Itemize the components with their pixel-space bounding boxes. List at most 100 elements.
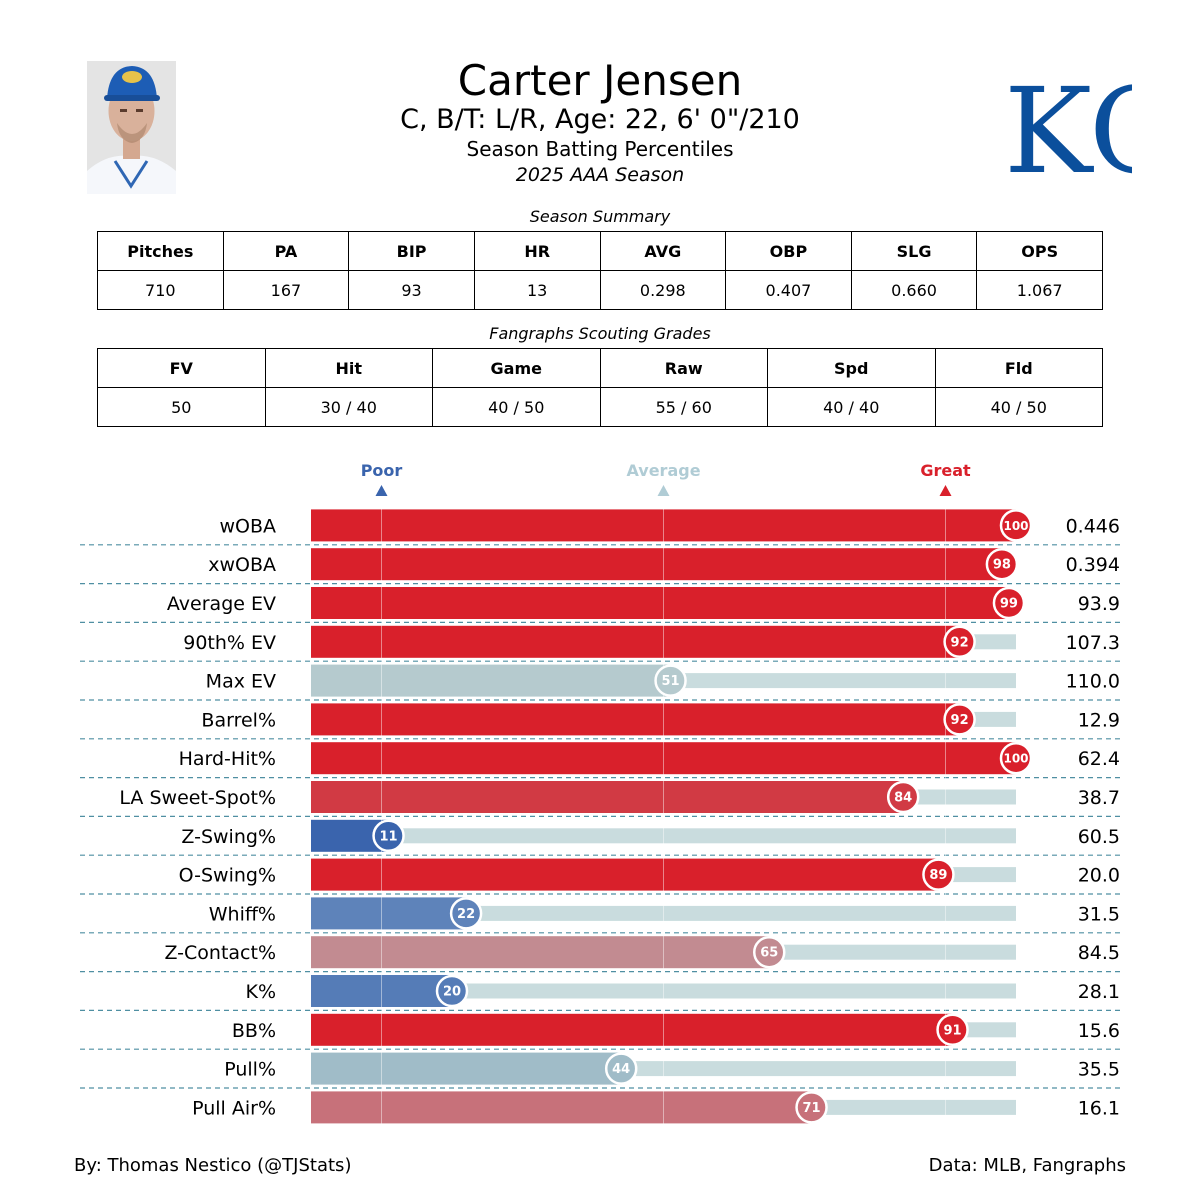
stat-value: 107.3 [1066,632,1120,654]
percentile-label: 84 [894,791,912,806]
grades-value: 40 / 50 [934,387,1103,427]
percentile-marker [943,703,976,736]
stat-value: 0.446 [1066,515,1120,537]
summary-header: BIP [348,231,475,271]
category-label: Pull% [224,1059,276,1081]
category-label: LA Sweet-Spot% [119,787,276,809]
percentile-bar [311,1052,622,1085]
percentile-label: 11 [380,829,398,844]
player-photo [87,61,176,194]
grades-header: Raw [599,348,768,388]
summary-header: OPS [976,231,1103,271]
percentile-bar [311,509,1016,542]
chart-subtitle: Season Batting Percentiles [466,137,734,161]
grades-table: FV Hit Game Raw Spd Fld 50 30 / 40 40 / … [97,348,1103,427]
percentile-marker [985,547,1019,581]
marker-label: Poor [361,461,403,480]
category-label: BB% [232,1020,276,1042]
percentile-bar [311,936,770,969]
percentile-label: 98 [993,558,1011,573]
percentile-label: 100 [1003,752,1028,766]
footer-source: Data: MLB, Fangraphs [928,1155,1126,1176]
stat-value: 20.0 [1078,865,1120,887]
category-label: Max EV [206,671,276,693]
grades-header: Game [432,348,601,388]
category-label: K% [245,981,276,1003]
summary-value: 1.067 [976,270,1103,310]
percentile-bar [311,664,671,697]
category-label: O-Swing% [179,865,276,887]
percentile-bar [311,1013,953,1046]
summary-header: Pitches [97,231,224,271]
stat-value: 62.4 [1078,748,1120,770]
percentile-bar [311,703,960,736]
summary-header-row: Pitches PA BIP HR AVG OBP SLG OPS [97,231,1103,271]
summary-value: 13 [473,270,601,310]
grades-header-row: FV Hit Game Raw Spd Fld [97,348,1103,388]
bar-track [311,905,1016,921]
category-label: Hard-Hit% [179,748,276,770]
marker-arrow [657,485,670,496]
percentile-bar [311,742,1016,775]
grades-header: FV [97,348,266,388]
grades-value-row: 50 30 / 40 40 / 50 55 / 60 40 / 40 40 / … [97,387,1103,427]
summary-value: 0.298 [599,270,727,310]
stat-value: 38.7 [1078,787,1120,809]
category-label: Average EV [167,593,276,615]
percentile-marker [435,974,469,1008]
grades-header: Spd [767,348,936,388]
category-label: 90th% EV [183,632,276,654]
summary-header: AVG [599,231,727,271]
season-label: 2025 AAA Season [515,164,685,186]
marker-arrow [375,485,388,496]
stat-value: 84.5 [1078,942,1120,964]
percentile-bar [311,625,960,658]
grades-caption: Fangraphs Scouting Grades [489,324,711,343]
stat-value: 110.0 [1066,671,1120,693]
grades-value: 50 [97,387,266,427]
bar-track [311,983,1016,999]
percentile-bar [311,1091,812,1124]
grades-value: 55 / 60 [599,387,768,427]
percentile-label: 92 [951,713,969,728]
category-label: Z-Contact% [164,942,276,964]
player-name: Carter Jensen [457,56,743,105]
marker-arrow [939,485,952,496]
percentile-label: 65 [760,946,778,961]
grades-value: 30 / 40 [264,387,433,427]
summary-value: 167 [222,270,350,310]
summary-value: 0.407 [725,270,852,310]
summary-value: 0.660 [850,270,978,310]
percentile-bar [311,548,1002,581]
stat-value: 31.5 [1078,903,1120,925]
percentile-bar [311,897,467,930]
percentile-marker [999,741,1033,775]
percentile-label: 44 [612,1062,630,1077]
percentile-label: 51 [662,674,680,689]
percentile-label: 71 [803,1101,821,1116]
percentile-bar [311,975,452,1007]
marker-label: Great [920,461,971,480]
percentile-marker [922,858,955,891]
percentile-marker [604,1052,638,1085]
bar-track [311,828,1016,844]
percentile-marker [943,625,976,659]
percentile-marker [936,1013,969,1047]
player-bio: C, B/T: L/R, Age: 22, 6' 0"/210 [400,104,800,135]
percentile-label: 91 [944,1023,962,1038]
percentile-label: 100 [1003,519,1028,533]
stat-value: 28.1 [1078,981,1120,1003]
stat-value: 60.5 [1078,826,1120,848]
percentile-label: 22 [457,907,475,922]
summary-header: OBP [725,231,852,271]
summary-header: PA [222,231,350,271]
stat-value: 12.9 [1078,709,1120,731]
summary-table: Pitches PA BIP HR AVG OBP SLG OPS 710 16… [97,231,1103,310]
grades-value: 40 / 50 [432,387,601,427]
percentile-marker [999,509,1033,542]
category-label: Z-Swing% [181,826,276,848]
stat-value: 15.6 [1078,1020,1120,1042]
percentile-label: 20 [443,985,461,1000]
percentile-bar [311,781,904,813]
summary-caption: Season Summary [529,207,671,226]
